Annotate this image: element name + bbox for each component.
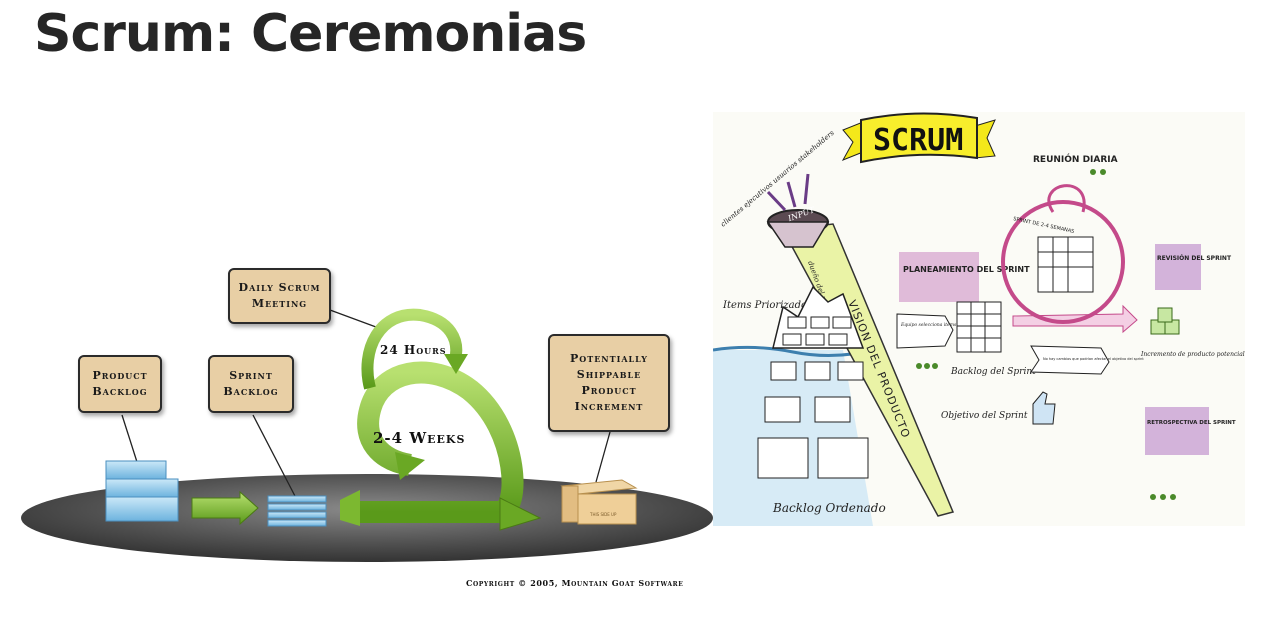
items-label: Items Priorizados bbox=[722, 300, 812, 311]
retro-label: RETROSPECTIVA DEL SPRINT bbox=[1147, 420, 1236, 426]
backlog-ordered-label: Backlog Ordenado bbox=[772, 501, 886, 515]
pointer-increment bbox=[595, 431, 611, 483]
pointer-sprint-backlog bbox=[252, 414, 297, 499]
retro-box bbox=[1145, 407, 1209, 455]
team-people-icons bbox=[916, 169, 1176, 500]
sprint-loop-head bbox=[499, 497, 542, 531]
review-label: REVISIÓN DEL SPRINT bbox=[1157, 255, 1232, 262]
svg-text:THIS SIDE UP: THIS SIDE UP bbox=[589, 512, 617, 517]
scrum-banner: SCRUM bbox=[841, 112, 996, 164]
product-backlog-stack bbox=[105, 460, 179, 522]
slide-title: Scrum: Ceremonias bbox=[34, 4, 587, 64]
scrum-process-diagram: 24 Hours 2-4 Weeks THIS SIDE UP bbox=[21, 308, 713, 562]
increment-cubes bbox=[1150, 307, 1180, 335]
thumbs-up-icon bbox=[1032, 391, 1056, 425]
shipping-box: THIS SIDE UP bbox=[560, 479, 638, 525]
objective-label: Objetivo del Sprint bbox=[941, 411, 1028, 421]
label-24-hours: 24 Hours bbox=[380, 343, 447, 357]
team-selects-arrow bbox=[896, 313, 954, 349]
pointer-product-backlog bbox=[121, 414, 138, 463]
no-changes-note bbox=[1030, 345, 1110, 375]
sprint-loop bbox=[1001, 200, 1125, 324]
sprint-backlog-grid bbox=[956, 301, 1002, 353]
pointer-daily-scrum bbox=[329, 309, 377, 328]
review-box bbox=[1155, 244, 1201, 290]
callout-daily-scrum: Daily Scrum Meeting bbox=[228, 268, 331, 324]
team-selects-label: Equipo selecciona items a comprometer bbox=[900, 322, 993, 328]
daily-loop-arrow bbox=[361, 308, 463, 390]
copyright-note: Copyright © 2005, Mountain Goat Software bbox=[466, 578, 684, 588]
sprint-backlog-stack bbox=[267, 495, 327, 527]
sprint-loop-arrow bbox=[350, 361, 524, 523]
daily-loop-head bbox=[444, 354, 468, 374]
no-changes-label: No hay cambios que podrían afectar el ob… bbox=[1043, 357, 1144, 361]
planning-box bbox=[899, 252, 979, 302]
daily-grid bbox=[1037, 236, 1094, 293]
label-2-4-weeks: 2-4 Weeks bbox=[373, 429, 465, 447]
planning-label: PLANEAMIENTO DEL SPRINT bbox=[903, 265, 1030, 274]
daily-label: REUNIÓN DIARIA bbox=[1033, 153, 1118, 165]
callout-product-backlog: Product Backlog bbox=[78, 355, 162, 413]
scrum-banner-text: SCRUM bbox=[873, 123, 963, 158]
scrum-sketch-image: INPUT clientes ejecutivos usuarios stake… bbox=[713, 112, 1245, 526]
increment-label: Incremento de producto potencialmente en… bbox=[1140, 351, 1245, 358]
callout-sprint-backlog: Sprint Backlog bbox=[208, 355, 294, 413]
sprint-backlog-label: Backlog del Sprint bbox=[950, 367, 1036, 377]
callout-increment: Potentially Shippable Product Increment bbox=[548, 334, 670, 432]
arrow-to-sprint-backlog bbox=[191, 490, 259, 526]
